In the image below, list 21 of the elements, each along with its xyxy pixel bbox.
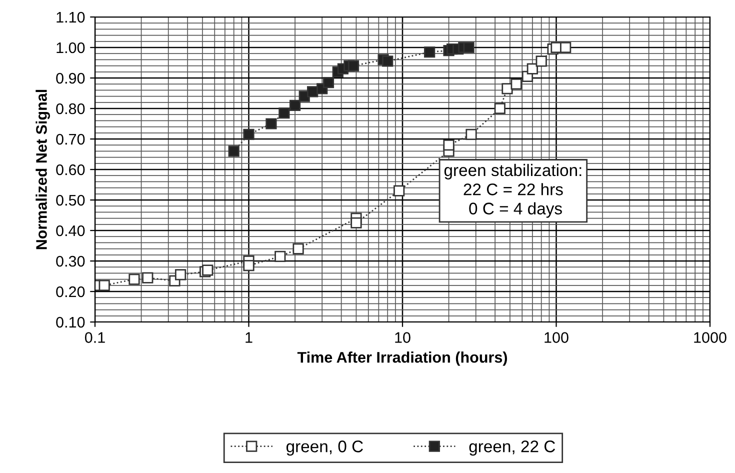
x-axis-title: Time After Irradiation (hours)	[297, 352, 508, 366]
y-tick-label: 0.20	[56, 286, 85, 298]
x-tick-label: 100	[544, 332, 568, 343]
y-axis-title: Normalized Net Signal	[36, 90, 50, 250]
y-tick-label: 0.70	[56, 134, 85, 145]
annotation: green stabilization: 22 C = 22 hrs 0 C = 4 days	[444, 164, 582, 218]
x-tick-label: 0.1	[84, 332, 105, 343]
y-tick-label: 0.80	[56, 103, 85, 114]
y-tick-label: 0.40	[56, 225, 85, 236]
y-tick-label: 0.90	[56, 72, 85, 84]
y-tick-label: 1.10	[56, 12, 85, 23]
x-tick-label: 1000	[694, 332, 726, 343]
y-tick-label: 0.60	[56, 164, 85, 176]
legend-label: green, 0 C	[286, 440, 363, 456]
y-tick-label: 1.00	[56, 42, 85, 54]
y-tick-label: 0.50	[56, 194, 85, 206]
legend-label: green, 22 C	[469, 440, 556, 456]
x-tick-label: 10	[395, 332, 410, 343]
y-tick-label: 0.10	[56, 316, 85, 328]
y-tick-label: 0.30	[56, 256, 85, 267]
x-tick-label: 1	[246, 332, 252, 343]
